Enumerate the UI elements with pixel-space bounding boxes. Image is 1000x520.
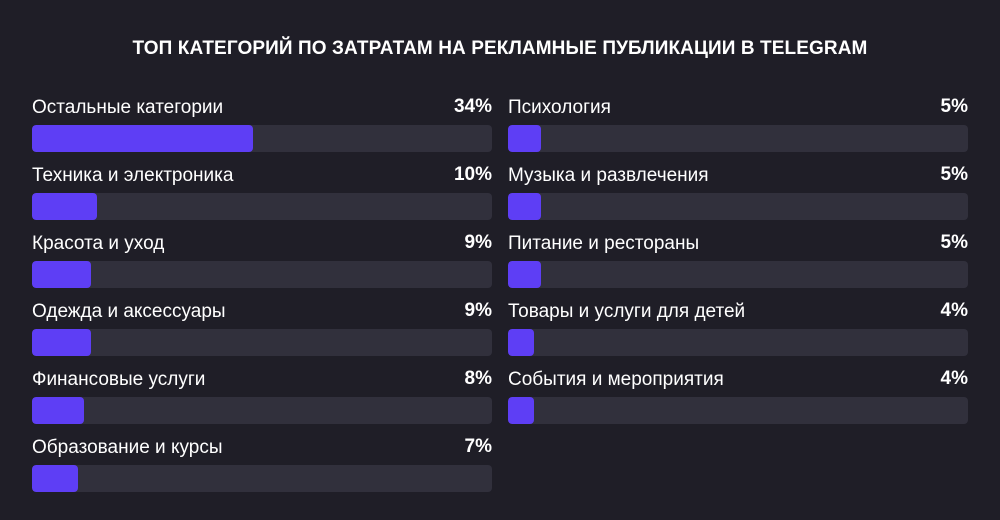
value-label: 10% bbox=[453, 164, 492, 185]
bar-fill bbox=[32, 329, 91, 356]
bar-fill bbox=[508, 193, 541, 220]
bar-track bbox=[32, 125, 492, 152]
bar-track bbox=[32, 261, 492, 288]
category-label: Музыка и развлечения bbox=[508, 165, 709, 186]
bar-track bbox=[32, 329, 492, 356]
bar-row-header: События и мероприятия 4% bbox=[508, 367, 968, 393]
bar-row: Одежда и аксессуары 9% bbox=[32, 299, 492, 367]
value-label: 7% bbox=[464, 436, 492, 457]
bar-row: Остальные категории 34% bbox=[32, 95, 492, 163]
bar-fill bbox=[508, 261, 541, 288]
bar-track bbox=[32, 465, 492, 492]
category-label: Образование и курсы bbox=[32, 437, 223, 458]
bar-fill bbox=[508, 397, 534, 424]
bar-row: Красота и уход 9% bbox=[32, 231, 492, 299]
bar-row: Питание и рестораны 5% bbox=[508, 231, 968, 299]
bar-row: Техника и электроника 10% bbox=[32, 163, 492, 231]
category-label: Одежда и аксессуары bbox=[32, 301, 226, 322]
category-label: Товары и услуги для детей bbox=[508, 301, 746, 322]
bar-fill bbox=[508, 125, 541, 152]
bar-row-header: Одежда и аксессуары 9% bbox=[32, 299, 492, 325]
bar-fill bbox=[32, 125, 253, 152]
value-label: 34% bbox=[453, 96, 492, 117]
bar-row: Товары и услуги для детей 4% bbox=[508, 299, 968, 367]
bar-fill bbox=[32, 193, 97, 220]
bar-row-header: Красота и уход 9% bbox=[32, 231, 492, 257]
category-label: События и мероприятия bbox=[508, 369, 724, 390]
bar-fill bbox=[32, 465, 78, 492]
bar-row: Образование и курсы 7% bbox=[32, 435, 492, 503]
bar-track bbox=[508, 193, 968, 220]
value-label: 5% bbox=[940, 96, 968, 117]
bar-track bbox=[508, 261, 968, 288]
category-label: Психология bbox=[508, 97, 611, 118]
bar-row-header: Техника и электроника 10% bbox=[32, 163, 492, 189]
value-label: 4% bbox=[940, 300, 968, 321]
bar-track bbox=[32, 193, 492, 220]
bar-row-header: Образование и курсы 7% bbox=[32, 435, 492, 461]
category-label: Финансовые услуги bbox=[32, 369, 206, 390]
bar-row: Музыка и развлечения 5% bbox=[508, 163, 968, 231]
bar-row-header: Товары и услуги для детей 4% bbox=[508, 299, 968, 325]
chart-title: ТОП КАТЕГОРИЙ ПО ЗАТРАТАМ НА РЕКЛАМНЫЕ П… bbox=[132, 38, 868, 59]
value-label: 9% bbox=[464, 300, 492, 321]
bar-track bbox=[508, 397, 968, 424]
bar-track bbox=[32, 397, 492, 424]
bar-row-header: Остальные категории 34% bbox=[32, 95, 492, 121]
value-label: 5% bbox=[940, 164, 968, 185]
bar-column-right: Психология 5% Музыка и развлечения 5% Питани… bbox=[508, 95, 968, 435]
value-label: 8% bbox=[464, 368, 492, 389]
bar-row: События и мероприятия 4% bbox=[508, 367, 968, 435]
bar-fill bbox=[32, 397, 84, 424]
bar-column-left: Остальные категории 34% Техника и электрон… bbox=[32, 95, 492, 503]
category-label: Техника и электроника bbox=[32, 165, 234, 186]
bar-row-header: Питание и рестораны 5% bbox=[508, 231, 968, 257]
category-label: Питание и рестораны bbox=[508, 233, 700, 254]
category-label: Красота и уход bbox=[32, 233, 165, 254]
bar-row: Финансовые услуги 8% bbox=[32, 367, 492, 435]
bar-track bbox=[508, 329, 968, 356]
bar-fill bbox=[32, 261, 91, 288]
bar-row-header: Психология 5% bbox=[508, 95, 968, 121]
bar-row-header: Финансовые услуги 8% bbox=[32, 367, 492, 393]
value-label: 5% bbox=[940, 232, 968, 253]
value-label: 9% bbox=[464, 232, 492, 253]
bar-row-header: Музыка и развлечения 5% bbox=[508, 163, 968, 189]
bar-row: Психология 5% bbox=[508, 95, 968, 163]
value-label: 4% bbox=[940, 368, 968, 389]
bar-fill bbox=[508, 329, 534, 356]
bar-track bbox=[508, 125, 968, 152]
category-label: Остальные категории bbox=[32, 97, 224, 118]
